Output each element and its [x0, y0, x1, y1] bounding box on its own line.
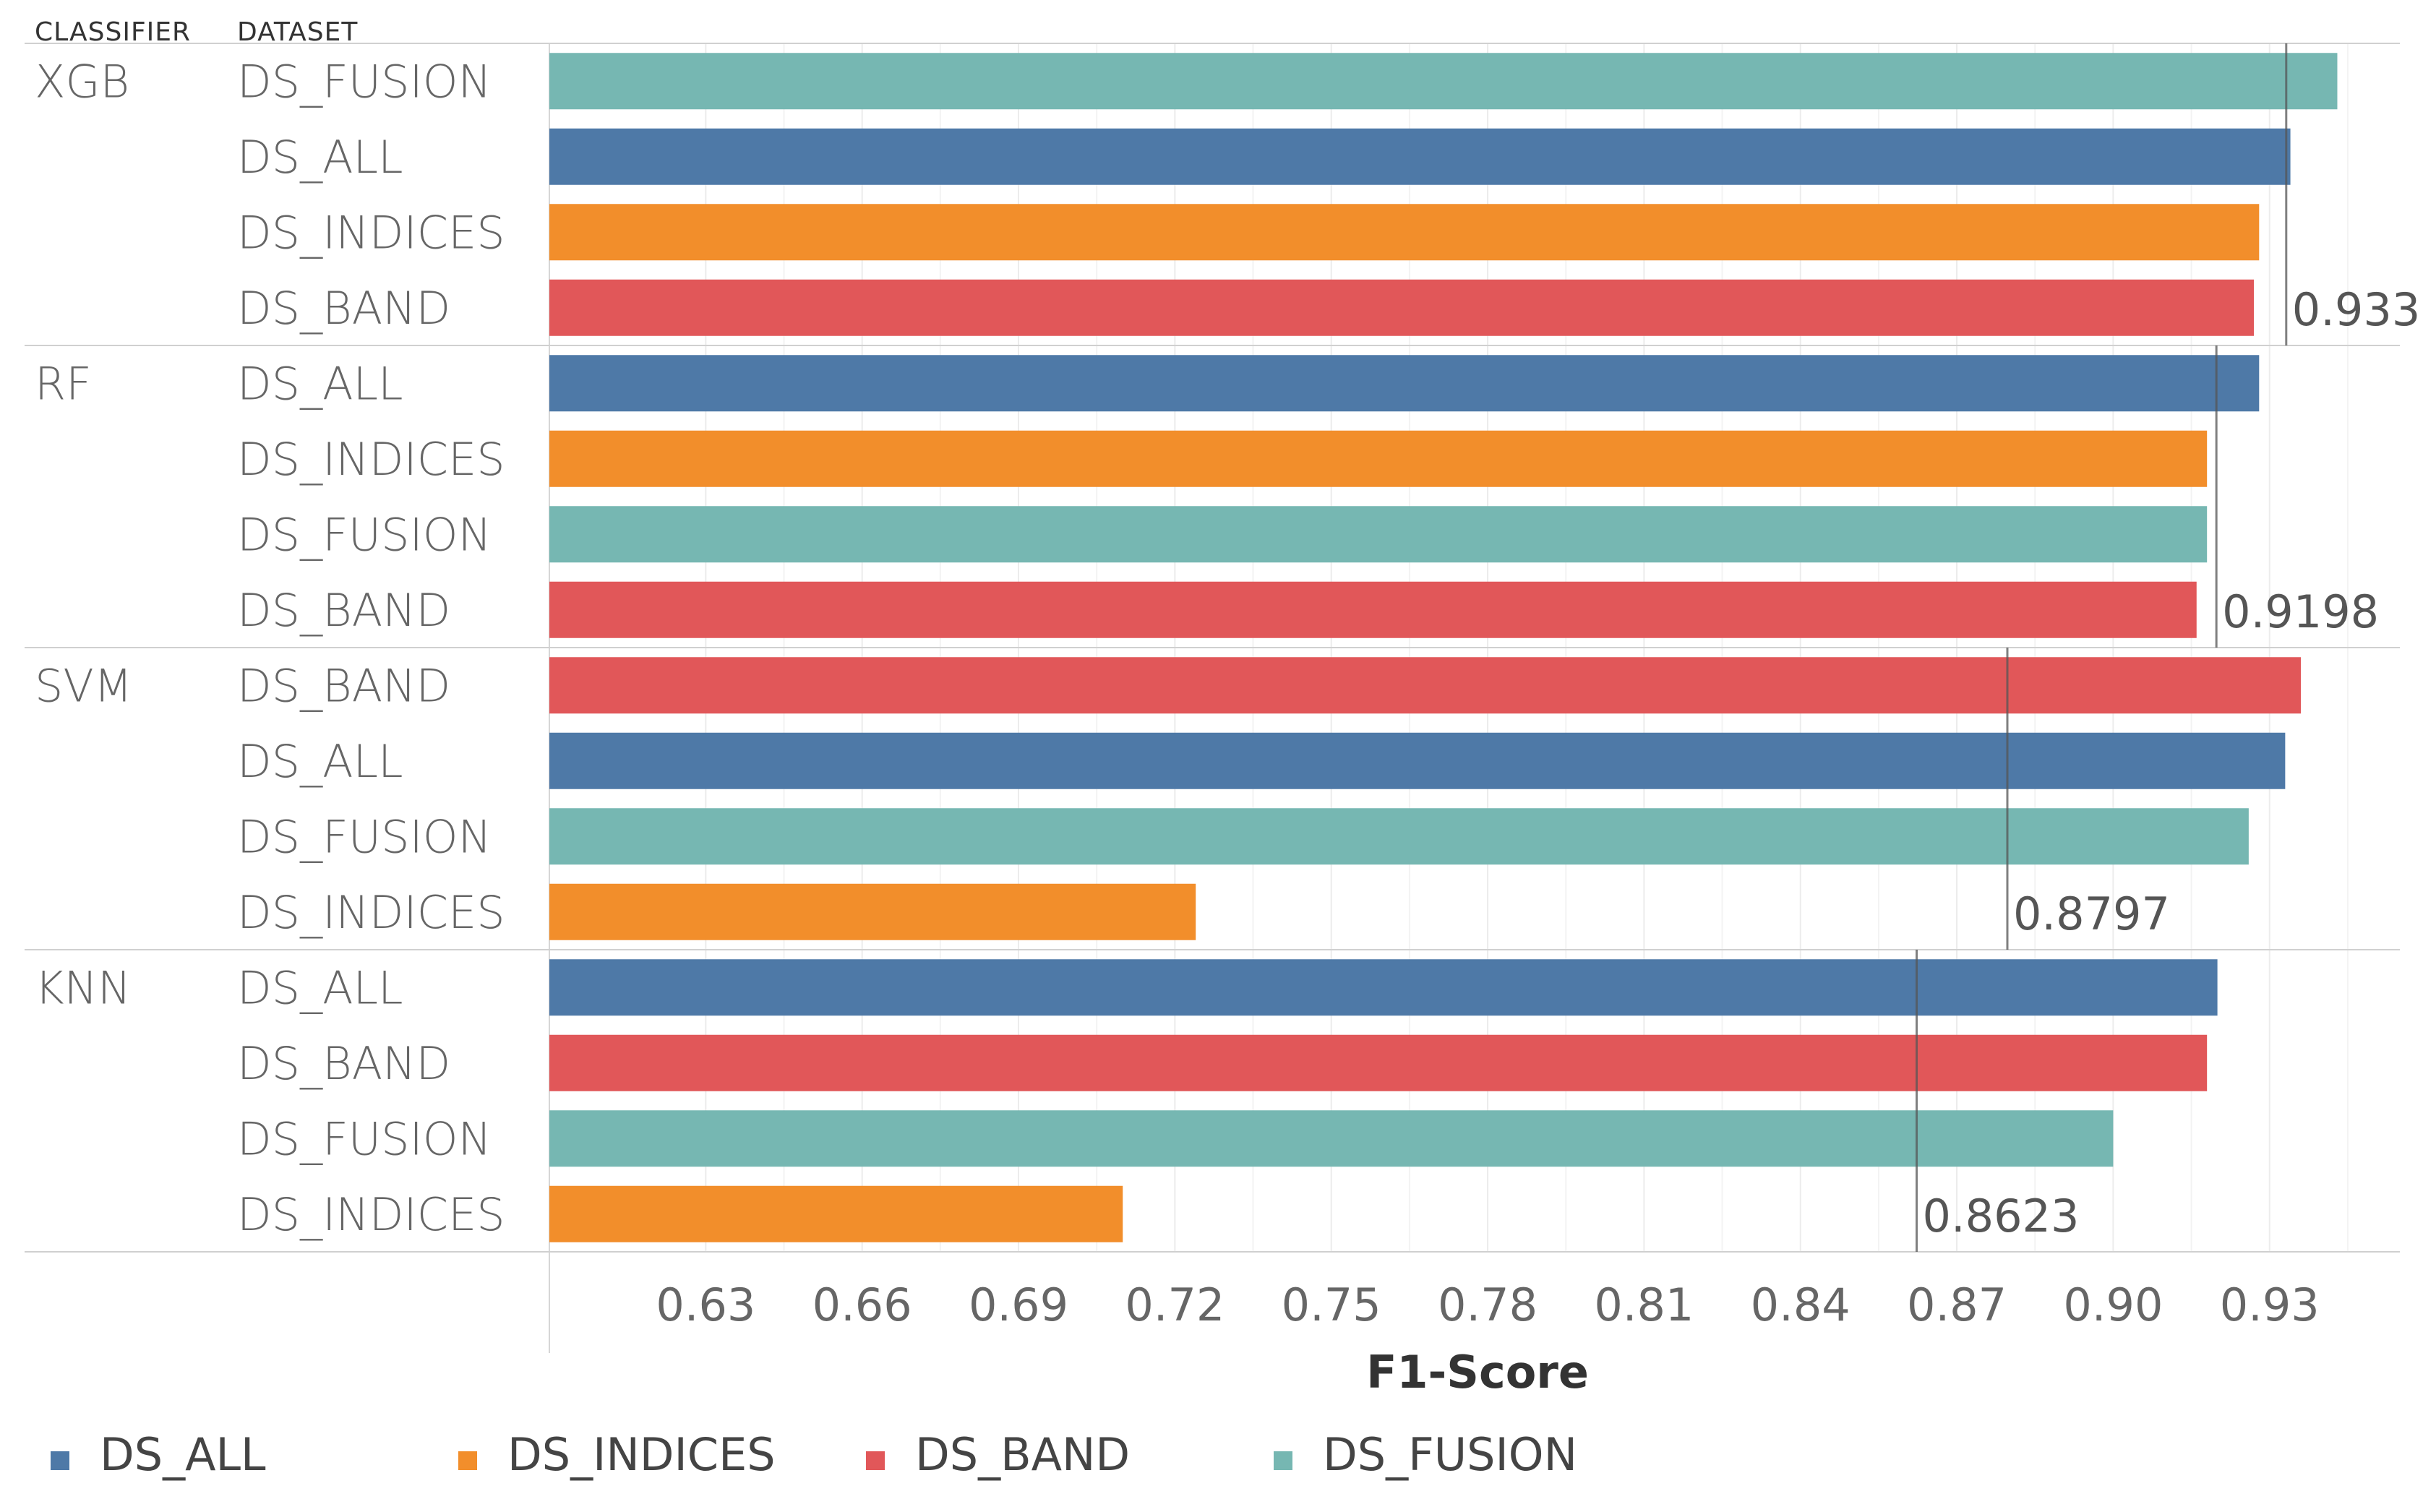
bar: [549, 53, 2338, 110]
bar: [549, 657, 2301, 714]
bar: [549, 883, 1196, 940]
x-axis-title: F1-Score: [1366, 1346, 1589, 1399]
legend-label: DS_INDICES: [507, 1428, 776, 1481]
dataset-label: DS_FUSION: [237, 1112, 492, 1165]
dataset-column-header: DATASET: [237, 17, 358, 47]
classifier-label: KNN: [35, 961, 131, 1014]
classifier-label: SVM: [35, 659, 132, 712]
dataset-label: DS_ALL: [237, 735, 403, 788]
legend-label: DS_ALL: [100, 1428, 266, 1481]
dataset-label: DS_FUSION: [237, 810, 492, 863]
bar: [549, 430, 2208, 487]
bars: [549, 53, 2338, 1242]
dataset-label: DS_ALL: [237, 961, 403, 1014]
x-tick-label: 0.72: [1125, 1279, 1225, 1331]
classifier-column-header: CLASSIFIER: [35, 17, 191, 47]
legend-swatch: [51, 1451, 69, 1470]
reference-lines: 0.9332 0.9198 0.8797 0.8623: [1916, 43, 2423, 1252]
bar: [549, 959, 2218, 1016]
x-tick-label: 0.78: [1438, 1279, 1538, 1331]
bar: [549, 204, 2260, 261]
bar: [549, 732, 2286, 789]
x-tick-label: 0.81: [1594, 1279, 1694, 1331]
dataset-label: DS_ALL: [237, 357, 403, 410]
x-tick-label: 0.93: [2220, 1279, 2320, 1331]
legend-swatch: [866, 1451, 885, 1470]
bar: [549, 1034, 2208, 1091]
legend-swatch: [458, 1451, 477, 1470]
bar: [549, 1185, 1123, 1242]
dataset-label: DS_INDICES: [237, 886, 505, 939]
legend-swatch: [1274, 1451, 1292, 1470]
dataset-label: DS_INDICES: [237, 433, 505, 486]
bar: [549, 581, 2197, 638]
dataset-label: DS_INDICES: [237, 1188, 505, 1241]
dataset-label: DS_BAND: [237, 659, 450, 712]
legend-label: DS_BAND: [915, 1428, 1130, 1481]
classifier-label: RF: [35, 357, 92, 410]
x-axis: 0.63 0.66 0.69 0.72 0.75 0.78 0.81 0.84 0.87 0.90…: [656, 1279, 2319, 1331]
x-tick-label: 0.66: [812, 1279, 912, 1331]
x-tick-label: 0.87: [1907, 1279, 2007, 1331]
dataset-label: DS_BAND: [237, 584, 450, 637]
dataset-label: DS_BAND: [237, 282, 450, 335]
dataset-label: DS_ALL: [237, 131, 403, 184]
bar: [549, 1110, 2114, 1167]
classifier-label: XGB: [35, 55, 129, 108]
reference-label: 0.9332: [2292, 283, 2423, 336]
x-tick-label: 0.84: [1751, 1279, 1851, 1331]
bar: [549, 808, 2249, 865]
bar: [549, 506, 2208, 563]
x-tick-label: 0.63: [656, 1279, 755, 1331]
dataset-label: DS_BAND: [237, 1037, 450, 1090]
dataset-label: DS_INDICES: [237, 206, 505, 259]
reference-label: 0.8623: [1923, 1190, 2080, 1242]
x-tick-label: 0.75: [1282, 1279, 1381, 1331]
row-labels: XGB DS_FUSION DS_ALL DS_INDICES DS_BAND RF DS_…: [35, 55, 505, 1241]
reference-label: 0.8797: [2013, 888, 2170, 940]
x-tick-label: 0.69: [969, 1279, 1068, 1331]
legend: DS_ALL DS_INDICES DS_BAND DS_FUSION: [51, 1428, 1577, 1481]
bar: [549, 279, 2255, 336]
dataset-label: DS_FUSION: [237, 508, 492, 561]
legend-label: DS_FUSION: [1323, 1428, 1577, 1481]
x-tick-label: 0.90: [2063, 1279, 2163, 1331]
bar: [549, 128, 2291, 185]
bar: [549, 355, 2260, 412]
reference-label: 0.9198: [2222, 585, 2379, 638]
dataset-label: DS_FUSION: [237, 55, 492, 108]
